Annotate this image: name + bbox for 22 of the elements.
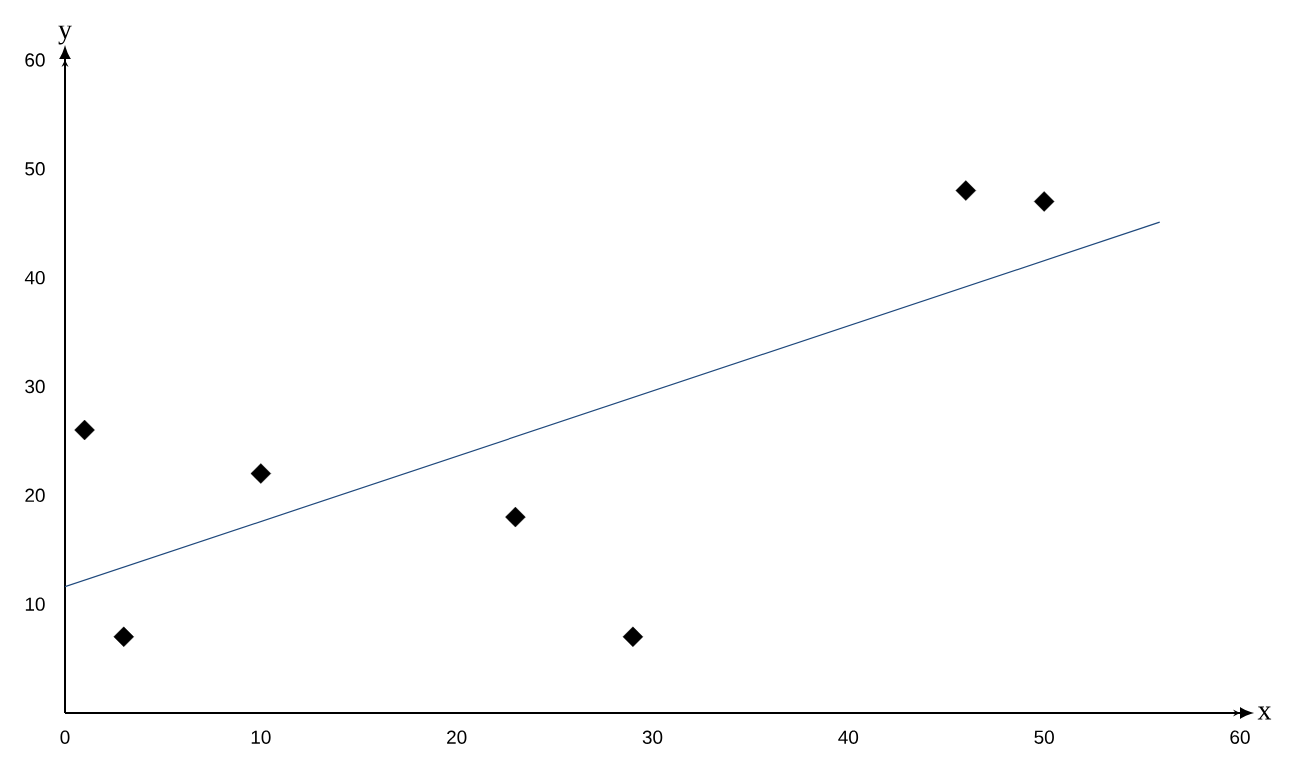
x-tick-label: 40: [838, 730, 859, 744]
point: [113, 626, 134, 647]
x-tick-label: 50: [1034, 730, 1054, 744]
point: [74, 419, 95, 441]
y-axis-title: y: [58, 25, 72, 45]
y-tick-label: 30: [25, 379, 45, 394]
y-tick-label: 20: [25, 488, 45, 503]
point: [955, 180, 977, 201]
x-tick-label: 60: [1230, 730, 1250, 744]
point: [250, 463, 272, 484]
x-tick-label: 10: [251, 730, 271, 744]
y-tick-label: 10: [25, 597, 45, 611]
point: [1033, 191, 1055, 212]
x-tick-label: 0: [60, 730, 70, 744]
x-axis-title: x: [1257, 706, 1272, 720]
point: [505, 506, 526, 528]
x-tick-label: 20: [447, 730, 467, 744]
y-tick-label: 60: [25, 53, 45, 67]
point: [622, 626, 644, 647]
y-tick-label: 50: [25, 162, 45, 176]
y-tick-label: 40: [24, 270, 45, 285]
x-tick-label: 30: [642, 730, 663, 744]
